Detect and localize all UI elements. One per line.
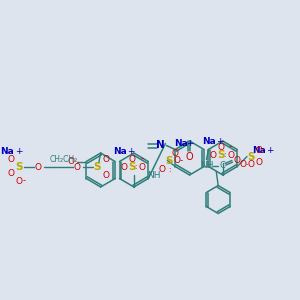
Text: Na: Na [252,146,266,155]
Text: O: O [240,160,247,169]
Text: O: O [34,163,42,172]
Text: -: - [179,156,183,165]
Text: -: - [246,161,248,167]
Text: O: O [174,156,181,165]
Text: :: : [135,164,137,170]
Text: S: S [128,162,136,172]
Text: O: O [209,151,217,160]
Text: NH: NH [200,161,213,170]
Text: NH: NH [147,171,161,180]
Text: O: O [138,163,145,172]
Text: CH₂CH₂: CH₂CH₂ [50,155,78,164]
Text: -: - [229,142,232,152]
Text: C: C [219,161,225,170]
Text: O: O [102,170,109,179]
Text: -: - [140,154,143,164]
Text: :: : [224,152,226,158]
Text: +: + [266,146,273,155]
Text: Na: Na [0,146,14,155]
Text: O: O [102,154,109,164]
Text: Na: Na [174,139,188,148]
Text: O: O [186,152,194,162]
Text: O: O [7,169,14,178]
Text: S: S [15,162,22,172]
Text: S: S [217,150,225,160]
Text: O: O [255,158,262,167]
Text: +: + [216,136,224,146]
Text: O: O [227,151,234,160]
Text: O: O [121,163,128,172]
Text: O: O [128,154,135,164]
Text: O: O [74,163,81,172]
Text: O: O [248,160,254,169]
Text: +: + [186,139,194,148]
Text: O: O [158,165,165,174]
Text: O: O [233,156,240,165]
Text: O: O [255,146,262,155]
Text: O: O [218,142,224,152]
Text: Na: Na [113,146,127,155]
Text: Na: Na [202,136,216,146]
Text: O: O [172,149,179,158]
Text: O: O [67,157,74,166]
Text: S: S [247,152,255,161]
Text: -: - [23,176,26,185]
Text: N: N [156,140,165,151]
Text: :: : [168,167,170,172]
Text: O: O [7,155,14,164]
Text: +: + [127,146,135,155]
Text: S: S [93,162,100,172]
Text: O: O [15,176,22,185]
Text: S: S [166,155,173,166]
Text: +: + [15,146,22,155]
